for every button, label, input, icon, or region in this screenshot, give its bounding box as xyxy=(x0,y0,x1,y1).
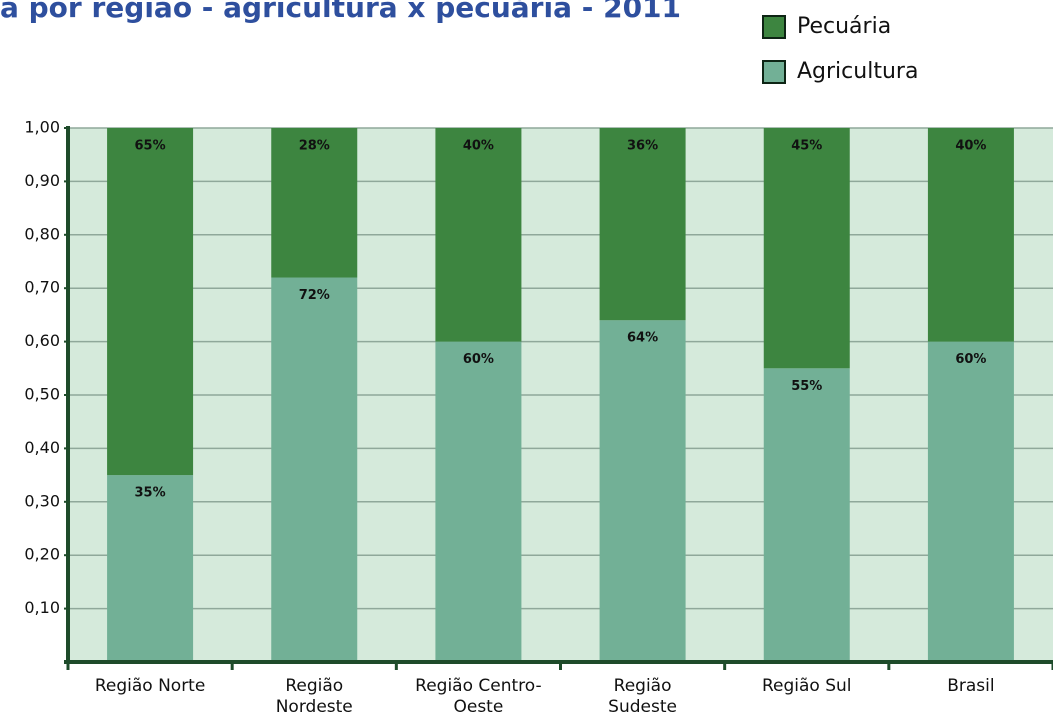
y-tick-label: 0,80 xyxy=(24,224,60,243)
bar-segment xyxy=(271,128,358,278)
x-tick-label: Região Norte xyxy=(94,676,206,696)
bar-segment xyxy=(927,128,1014,342)
y-tick-label: 0,40 xyxy=(24,438,60,457)
y-tick-label: 0,20 xyxy=(24,545,60,564)
bar-segment xyxy=(763,368,850,662)
bar-segment xyxy=(271,277,358,662)
y-tick-label: 0,70 xyxy=(24,278,60,297)
x-tick-label: Região Sudeste xyxy=(608,676,677,717)
x-tick-label: Região Centro-Oeste xyxy=(415,676,542,717)
data-label: 35% xyxy=(135,486,166,501)
data-label: 65% xyxy=(135,139,166,154)
data-label: 28% xyxy=(299,139,330,154)
bar-segment xyxy=(107,475,194,662)
data-label: 36% xyxy=(627,139,658,154)
y-tick-label: 1,00 xyxy=(24,118,60,137)
bar-segment xyxy=(435,341,522,662)
chart-title: a por região - agricultura x pecuária - … xyxy=(0,0,681,24)
x-tick-label: Brasil xyxy=(947,676,995,696)
bar-segment xyxy=(107,128,194,476)
data-label: 72% xyxy=(299,288,330,303)
legend-swatch xyxy=(762,60,786,84)
bar-segment xyxy=(927,341,1014,662)
legend-swatch xyxy=(762,15,786,39)
x-tick-label: Região Sul xyxy=(761,676,852,696)
data-label: 45% xyxy=(791,139,822,154)
data-label: 40% xyxy=(955,139,986,154)
x-tick-label: Região Nordeste xyxy=(275,676,353,717)
y-tick-label: 0,30 xyxy=(24,491,60,510)
data-label: 60% xyxy=(463,352,494,367)
bar-segment xyxy=(599,128,686,321)
data-label: 60% xyxy=(955,352,986,367)
y-tick-label: 0,60 xyxy=(24,331,60,350)
data-label: 40% xyxy=(463,139,494,154)
legend-label: Agricultura xyxy=(797,59,918,84)
y-tick-label: 0,90 xyxy=(24,171,60,190)
data-label: 55% xyxy=(791,379,822,394)
legend-label: Pecuária xyxy=(797,14,891,39)
bar-segment xyxy=(763,128,850,369)
bar-segment xyxy=(435,128,522,342)
y-tick-label: 0,10 xyxy=(24,598,60,617)
bar-segment xyxy=(599,320,686,662)
data-label: 64% xyxy=(627,331,658,346)
y-tick-label: 0,50 xyxy=(24,385,60,404)
